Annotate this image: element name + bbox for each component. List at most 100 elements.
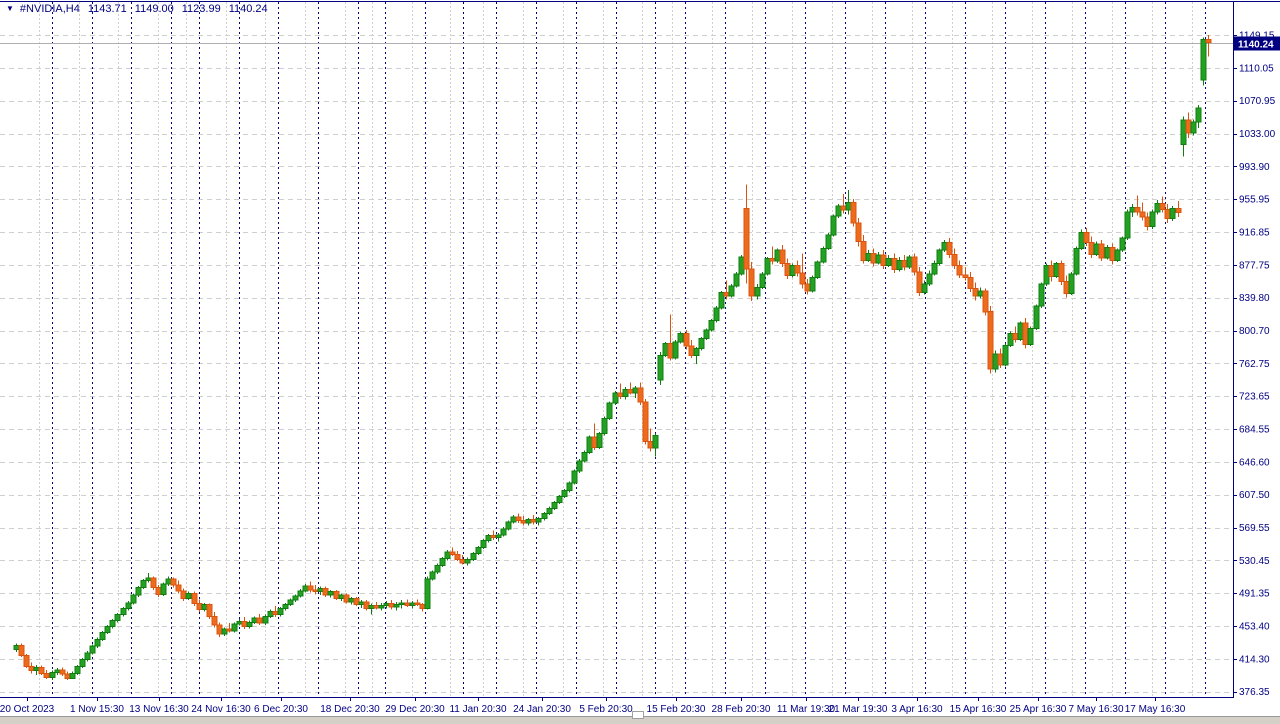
scroll-thumb[interactable] xyxy=(632,711,644,719)
candle xyxy=(784,258,791,280)
candle xyxy=(835,204,842,218)
candle xyxy=(931,260,938,276)
candle xyxy=(977,287,984,299)
candle xyxy=(546,506,553,516)
price-axis[interactable]: 1149.15 1110.05 1070.95 1033.00 993.90 955.95… xyxy=(1233,31,1276,699)
candle xyxy=(464,557,471,566)
candle xyxy=(1078,229,1085,251)
candle xyxy=(1022,318,1029,349)
candle xyxy=(170,577,177,588)
candle xyxy=(393,601,400,611)
candle xyxy=(64,671,71,681)
candle xyxy=(708,318,715,332)
price-axis-label: 607.50 xyxy=(1239,490,1270,501)
candle xyxy=(1154,199,1161,215)
candle xyxy=(759,272,766,290)
candle xyxy=(277,607,284,617)
candle xyxy=(566,481,573,493)
candle xyxy=(748,262,755,302)
candle xyxy=(754,284,761,300)
symbol-marker-icon: ▼ xyxy=(6,4,14,13)
candle xyxy=(916,267,923,297)
candle xyxy=(698,336,705,351)
candle xyxy=(206,603,213,619)
candle xyxy=(272,606,279,618)
candle xyxy=(120,607,127,617)
candle xyxy=(825,233,832,251)
candle xyxy=(125,601,132,611)
candle xyxy=(601,416,608,436)
candle xyxy=(561,488,568,499)
candle xyxy=(211,612,218,628)
time-axis-label: 24 Jan 20:30 xyxy=(513,704,571,715)
candle xyxy=(956,260,963,279)
candle xyxy=(612,391,619,405)
candle xyxy=(1109,243,1116,265)
candle xyxy=(901,255,908,271)
candle xyxy=(480,539,487,550)
price-axis-label: 1070.95 xyxy=(1239,96,1276,107)
time-axis-label: 1 Nov 15:30 xyxy=(70,704,124,715)
candle xyxy=(1144,212,1151,231)
candle xyxy=(1083,228,1090,246)
candle xyxy=(535,516,542,526)
time-axis-label: 21 Mar 19:30 xyxy=(829,704,888,715)
candle xyxy=(140,578,147,590)
candle xyxy=(530,515,537,525)
candle xyxy=(23,653,30,669)
candle xyxy=(677,331,684,344)
candle xyxy=(733,272,740,288)
candle xyxy=(662,341,669,358)
candle xyxy=(333,590,340,601)
candle xyxy=(617,383,624,399)
candle xyxy=(1124,209,1131,240)
price-axis-label: 800.70 xyxy=(1239,326,1270,337)
candle xyxy=(972,282,979,301)
candle xyxy=(1134,195,1141,216)
candle xyxy=(906,255,913,269)
candle xyxy=(434,563,441,574)
time-axis-label: 25 Apr 16:30 xyxy=(1010,704,1067,715)
candle xyxy=(1114,248,1121,263)
candle xyxy=(312,584,319,595)
candle xyxy=(764,256,771,276)
candle xyxy=(251,616,258,625)
candle xyxy=(1104,245,1111,260)
candle xyxy=(38,665,45,675)
candle xyxy=(282,602,289,611)
candle xyxy=(693,346,700,364)
candle xyxy=(363,600,370,611)
candle xyxy=(510,515,517,524)
time-axis-label: 28 Feb 20:30 xyxy=(712,704,771,715)
price-axis-label: 877.75 xyxy=(1239,260,1270,271)
candle xyxy=(870,248,877,267)
candle xyxy=(221,627,228,636)
candle xyxy=(1007,331,1014,347)
candle xyxy=(368,603,375,615)
candle xyxy=(1200,37,1207,86)
candle xyxy=(1002,343,1009,367)
candle xyxy=(1068,272,1075,296)
candle xyxy=(59,667,66,676)
price-axis-label: 530.45 xyxy=(1239,556,1270,567)
time-axis[interactable]: 20 Oct 2023 1 Nov 15:30 13 Nov 16:30 24 Nov… xyxy=(0,698,1186,715)
candle xyxy=(1159,196,1166,213)
candle xyxy=(728,284,735,298)
candle xyxy=(809,275,816,293)
ohlc-close-value: 1140.24 xyxy=(228,3,268,15)
candle xyxy=(69,671,76,680)
candle xyxy=(175,580,182,594)
candle xyxy=(596,431,603,449)
price-axis-label: 646.60 xyxy=(1239,457,1270,468)
candle xyxy=(1053,262,1060,279)
candle xyxy=(860,234,867,264)
candle xyxy=(43,669,50,680)
candle xyxy=(454,550,461,562)
candle xyxy=(500,527,507,537)
candle xyxy=(180,588,187,602)
candle xyxy=(196,599,203,613)
candle xyxy=(525,517,532,526)
candle xyxy=(439,556,446,568)
candle xyxy=(262,614,269,625)
